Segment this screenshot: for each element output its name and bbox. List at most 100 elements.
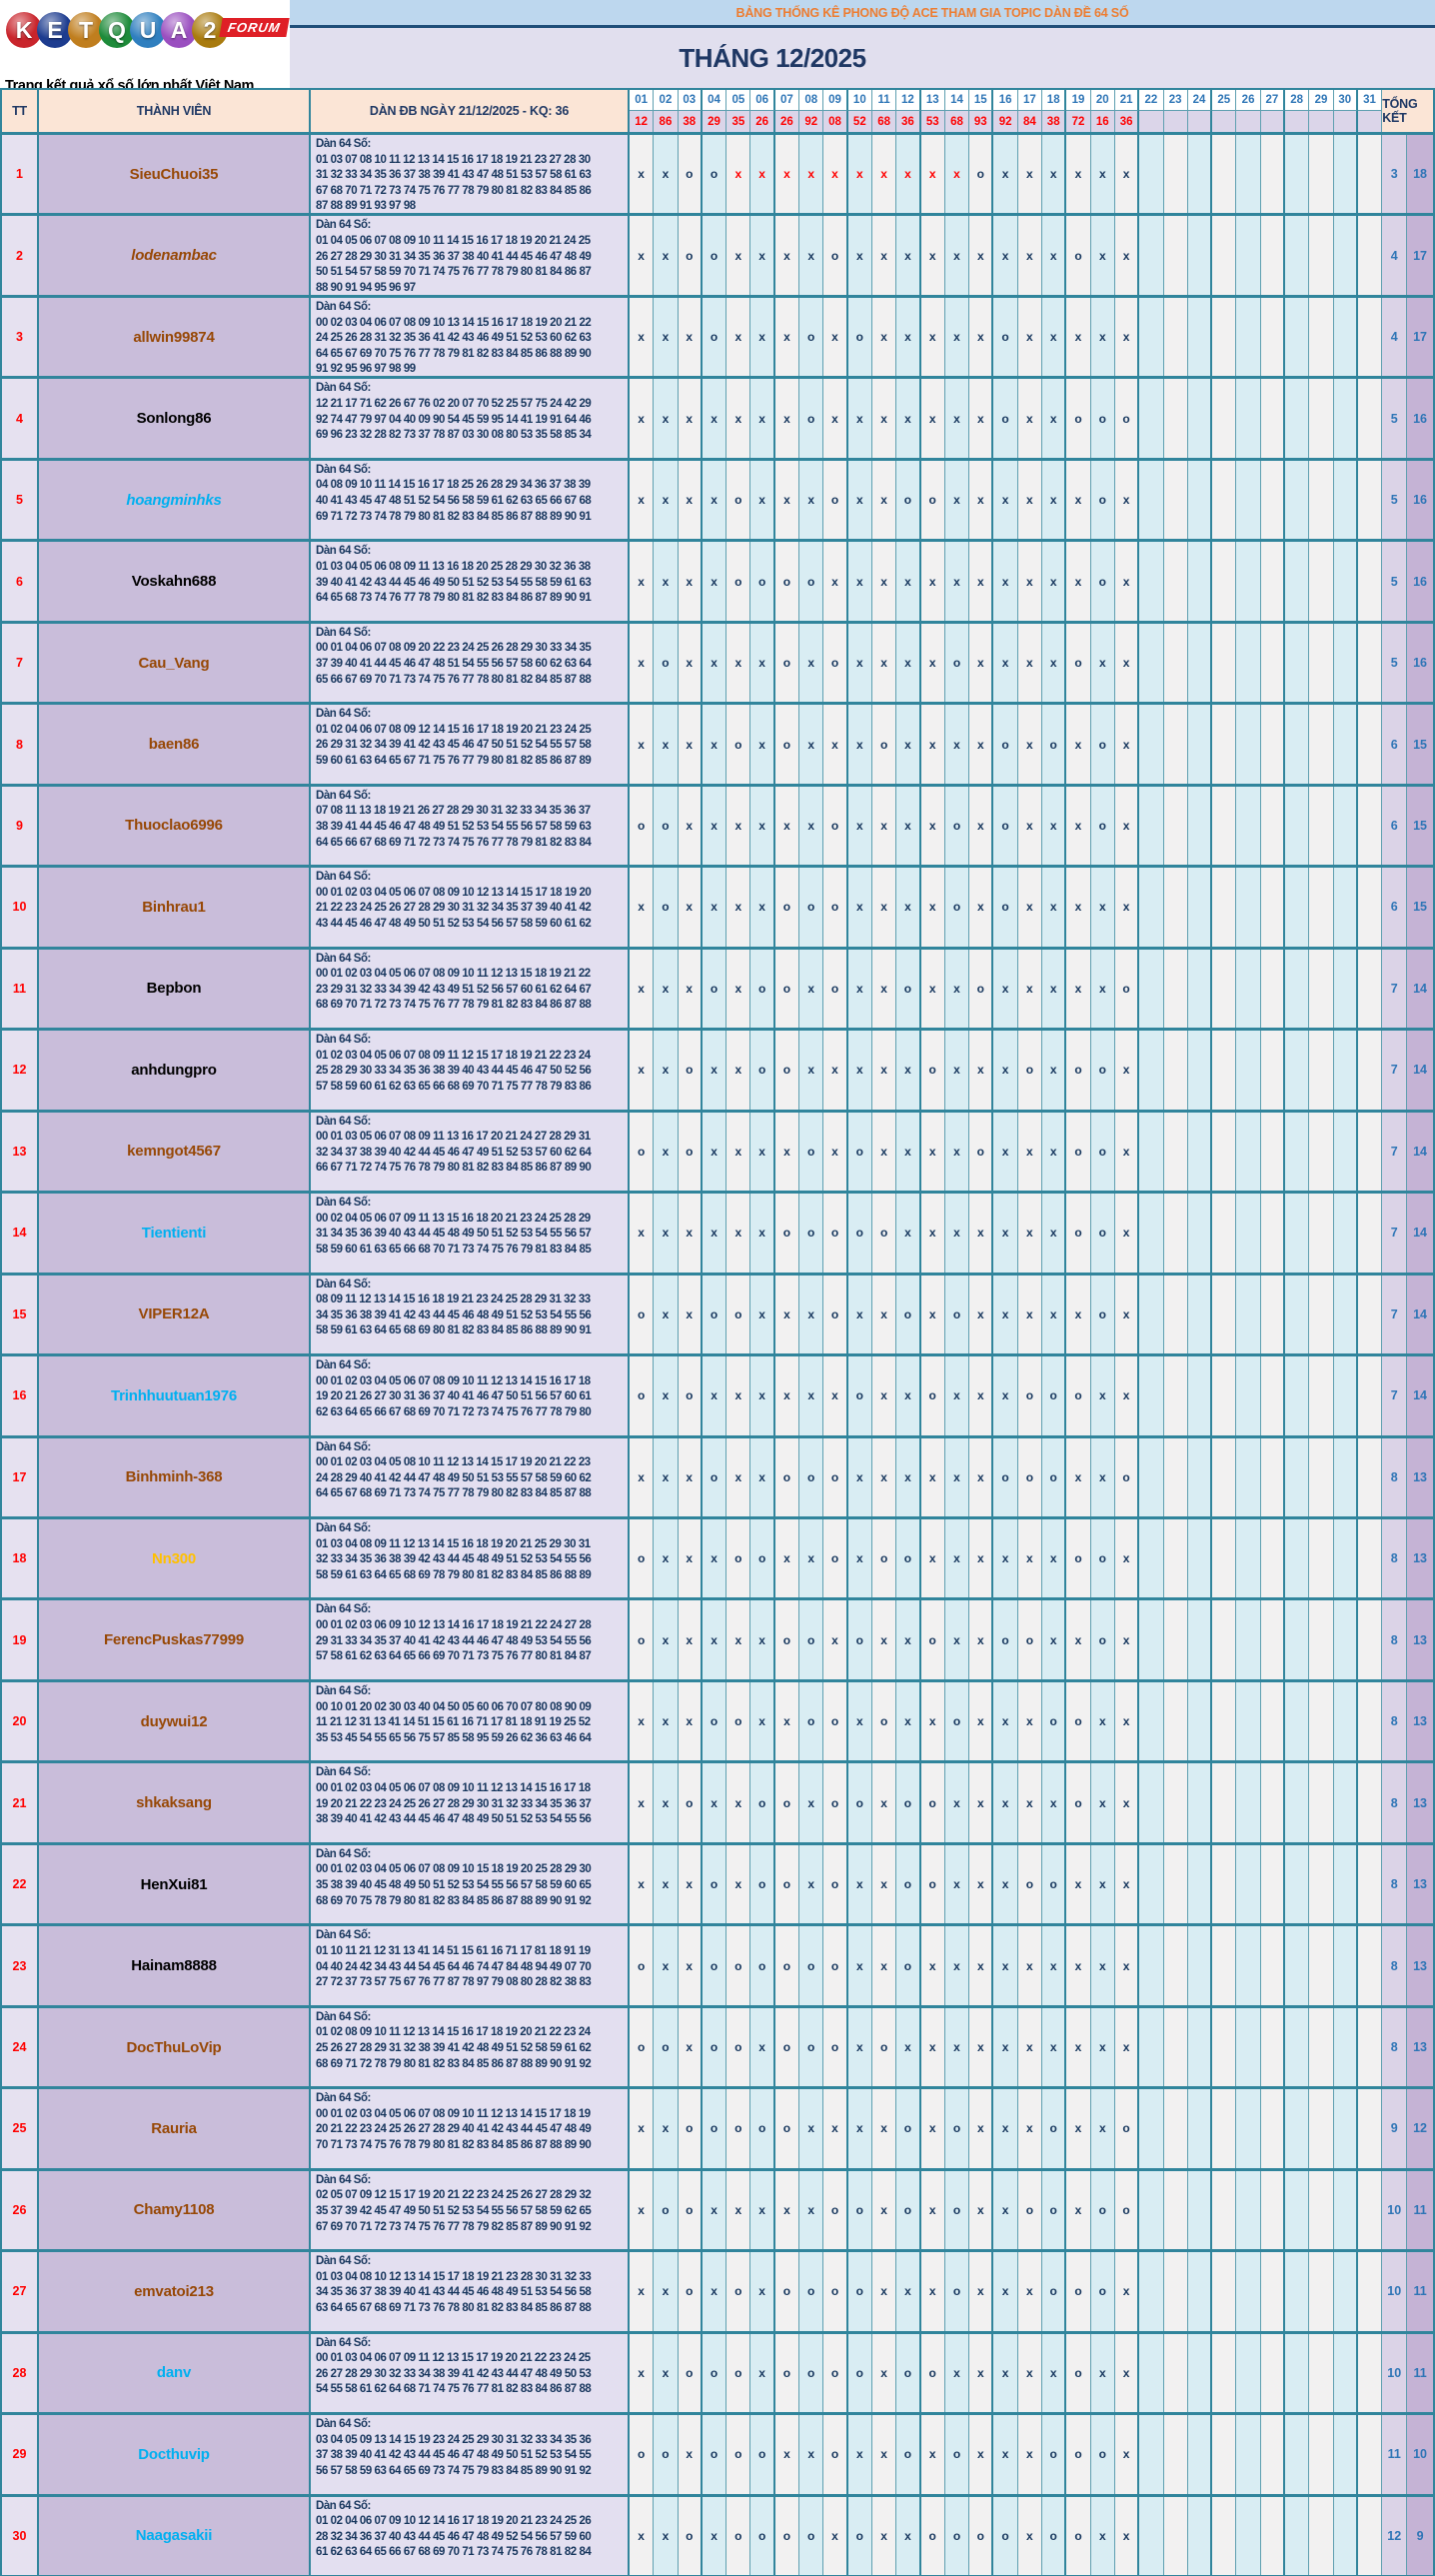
day-mark-cell: x <box>750 2007 775 2087</box>
day-mark-cell: x <box>630 868 655 947</box>
logo-letter: K <box>6 12 42 48</box>
day-mark-cell: x <box>1114 2007 1140 2087</box>
day-mark-cell: x <box>702 1194 727 1273</box>
dan-label: Dàn 64 Số: <box>316 463 371 476</box>
day-mark-cell <box>1236 623 1261 703</box>
dan-line: 01 02 04 06 07 09 10 12 14 16 17 18 19 2… <box>316 2515 592 2528</box>
day-mark-cell <box>1260 542 1286 621</box>
day-mark-cell <box>1260 623 1286 703</box>
day-mark-cell: o <box>1066 2333 1091 2413</box>
day-mark-cell: x <box>847 460 872 540</box>
kq-value <box>1333 111 1358 132</box>
day-mark-cell <box>1139 2252 1164 2331</box>
dan-cell: Dàn 64 Số: 07 08 11 13 18 19 21 26 27 28 … <box>311 786 630 866</box>
member-row: 4 Sonlong86 Dàn 64 Số: 12 21 17 71 62 26 67… <box>2 379 1433 461</box>
day-mark-cell: x <box>871 868 897 947</box>
day-mark-cell <box>1309 1681 1334 1761</box>
total-x-count: 10 <box>1407 2415 1433 2494</box>
member-name: Binhminh-368 <box>125 1468 223 1486</box>
member-row: 21 shkaksang Dàn 64 Số: 00 01 02 03 04 05 0… <box>2 1763 1433 1845</box>
dan-cell: Dàn 64 Số: 00 01 02 03 06 09 10 12 13 14 … <box>311 1600 630 1679</box>
day-mark-cell: x <box>630 623 655 703</box>
day-mark-cell: x <box>1114 460 1140 540</box>
day-mark-cell: x <box>823 1031 848 1110</box>
day-mark-cell: x <box>969 2007 994 2087</box>
dan-line: 64 65 66 67 68 69 71 72 73 74 75 76 77 7… <box>316 836 592 849</box>
day-mark-cell: x <box>750 1437 775 1516</box>
day-mark-cell: o <box>702 216 727 295</box>
day-mark-cell: o <box>993 1437 1018 1516</box>
total-x-count: 15 <box>1407 786 1433 866</box>
day-mark-cell: x <box>1114 1926 1140 2005</box>
day-mark-cell: o <box>630 1356 655 1435</box>
day-mark-cell: x <box>871 460 897 540</box>
day-mark-cell: o <box>1114 2170 1140 2250</box>
row-number: 8 <box>2 705 39 784</box>
day-mark-cell <box>1260 1681 1286 1761</box>
day-mark-cell: x <box>920 1112 945 1192</box>
day-mark-cell: o <box>678 1356 703 1435</box>
kq-value <box>1163 111 1188 132</box>
day-mark-cell <box>1260 1356 1286 1435</box>
day-mark-cell: x <box>823 2089 848 2168</box>
day-mark-cell: x <box>871 2415 897 2494</box>
day-mark-cell: x <box>678 1926 703 2005</box>
day-mark-cell: x <box>726 216 751 295</box>
report-title: BẢNG THỐNG KÊ PHONG ĐỘ ACE THAM GIA TOPI… <box>735 5 1129 20</box>
day-mark-cell <box>1309 1356 1334 1435</box>
day-mark-cell: o <box>702 1926 727 2005</box>
day-mark-cell: x <box>944 705 970 784</box>
kq-value: 86 <box>654 111 679 132</box>
day-mark-cell: o <box>1090 1112 1115 1192</box>
dan-label: Dàn 64 Số: <box>316 1440 371 1453</box>
day-mark-cell: x <box>823 542 848 621</box>
day-mark-cell: x <box>1114 216 1140 295</box>
day-mark-cell <box>1212 2415 1237 2494</box>
day-mark-cell: x <box>678 1844 703 1924</box>
dan-line: 00 10 01 20 02 30 03 40 04 50 05 60 06 7… <box>316 1700 592 1713</box>
day-col-header: 08 <box>799 90 824 111</box>
day-mark-cell <box>1212 460 1237 540</box>
day-mark-cell <box>1309 1112 1334 1192</box>
day-mark-cell: x <box>799 1518 824 1598</box>
day-mark-cell: x <box>823 705 848 784</box>
day-mark-cell <box>1285 2333 1310 2413</box>
day-col-header: 22 <box>1139 90 1164 111</box>
row-number: 24 <box>2 2007 39 2087</box>
day-mark-cell <box>1139 2007 1164 2087</box>
day-mark-cell: x <box>726 1763 751 1842</box>
dan-line: 24 28 29 40 41 42 44 47 48 49 50 51 53 5… <box>316 1471 592 1484</box>
member-name-cell: Binhminh-368 <box>39 1437 311 1516</box>
day-mark-cell: o <box>750 949 775 1029</box>
total-o-count: 7 <box>1382 1194 1408 1273</box>
day-mark-cell: o <box>896 1926 921 2005</box>
day-mark-cell: x <box>871 2170 897 2250</box>
dan-line: 39 40 41 42 43 44 45 46 49 50 51 52 53 5… <box>316 576 592 589</box>
day-mark-cell: x <box>1017 786 1043 866</box>
day-mark-cell <box>1285 2089 1310 2168</box>
total-o-count: 8 <box>1382 1437 1408 1516</box>
day-mark-cell: o <box>1017 2170 1043 2250</box>
day-mark-cell <box>1187 460 1213 540</box>
day-mark-cell: x <box>1066 1600 1091 1679</box>
kq-value: 68 <box>944 111 970 132</box>
day-mark-cell <box>1139 1763 1164 1842</box>
member-name-cell: Docthuvip <box>39 2415 311 2494</box>
total-x-count: 13 <box>1407 1437 1433 1516</box>
day-mark-cell <box>1139 2170 1164 2250</box>
day-mark-cell <box>1212 297 1237 377</box>
table-header-row: TT THÀNH VIÊN DÀN ĐB NGÀY 21/12/2025 - KQ:… <box>2 90 1433 135</box>
dan-label: Dàn 64 Số: <box>316 219 371 232</box>
member-row: 30 Naagasakii Dàn 64 Số: 01 02 04 06 07 09 … <box>2 2496 1433 2576</box>
day-mark-cell <box>1285 297 1310 377</box>
day-mark-cell: x <box>799 2415 824 2494</box>
total-x-count: 14 <box>1407 1275 1433 1354</box>
day-mark-cell <box>1212 705 1237 784</box>
day-mark-cell <box>1187 2415 1213 2494</box>
kq-value <box>1187 111 1213 132</box>
day-mark-cell <box>1212 1356 1237 1435</box>
day-mark-cell: x <box>1114 1031 1140 1110</box>
day-col-header: 09 <box>823 90 848 111</box>
dan-line: 01 03 04 08 09 11 12 13 14 15 16 18 19 2… <box>316 1537 591 1550</box>
day-mark-cell: x <box>920 1194 945 1273</box>
